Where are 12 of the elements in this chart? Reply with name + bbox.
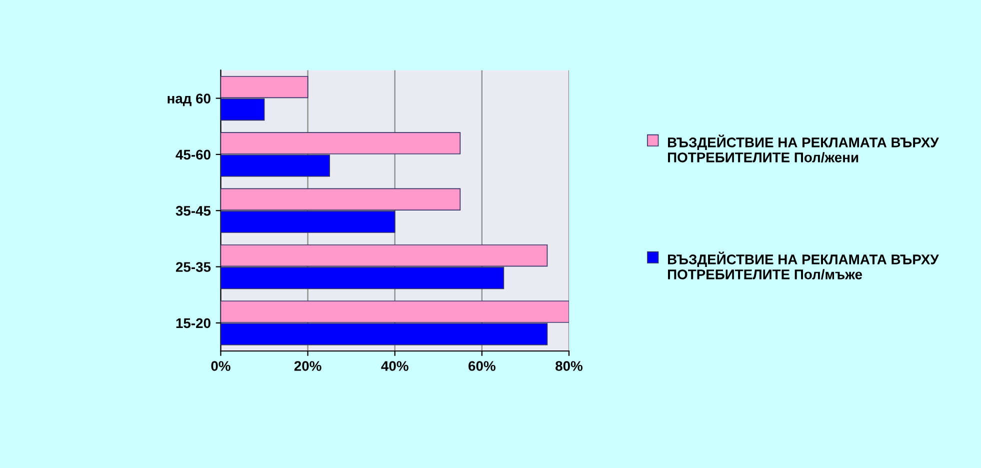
x-tick-label: 0%: [211, 361, 230, 371]
x-tick-label: 80%: [556, 361, 583, 371]
y-tick-label: над 60: [168, 94, 210, 106]
legend-label: ВЪЗДЕЙСТВИЕ НА РЕКЛАМАТА ВЪРХУ ПОТРЕБИТЕЛИТЕ Пол/жени: [668, 134, 939, 162]
legend-label: ВЪЗДЕЙСТВИЕ НА РЕКЛАМАТА ВЪРХУ ПОТРЕБИТЕЛИТЕ Пол/мъже: [668, 252, 939, 280]
x-tick-label: 60%: [468, 361, 496, 371]
y-tick-label: 15-20: [176, 318, 210, 328]
y-tick-label: 25-35: [176, 262, 211, 272]
y-tick-label: 45-60: [176, 150, 210, 160]
x-tick-label: 40%: [381, 361, 408, 371]
y-tick-label: 35-45: [176, 206, 211, 216]
x-tick-label: 20%: [294, 361, 322, 371]
